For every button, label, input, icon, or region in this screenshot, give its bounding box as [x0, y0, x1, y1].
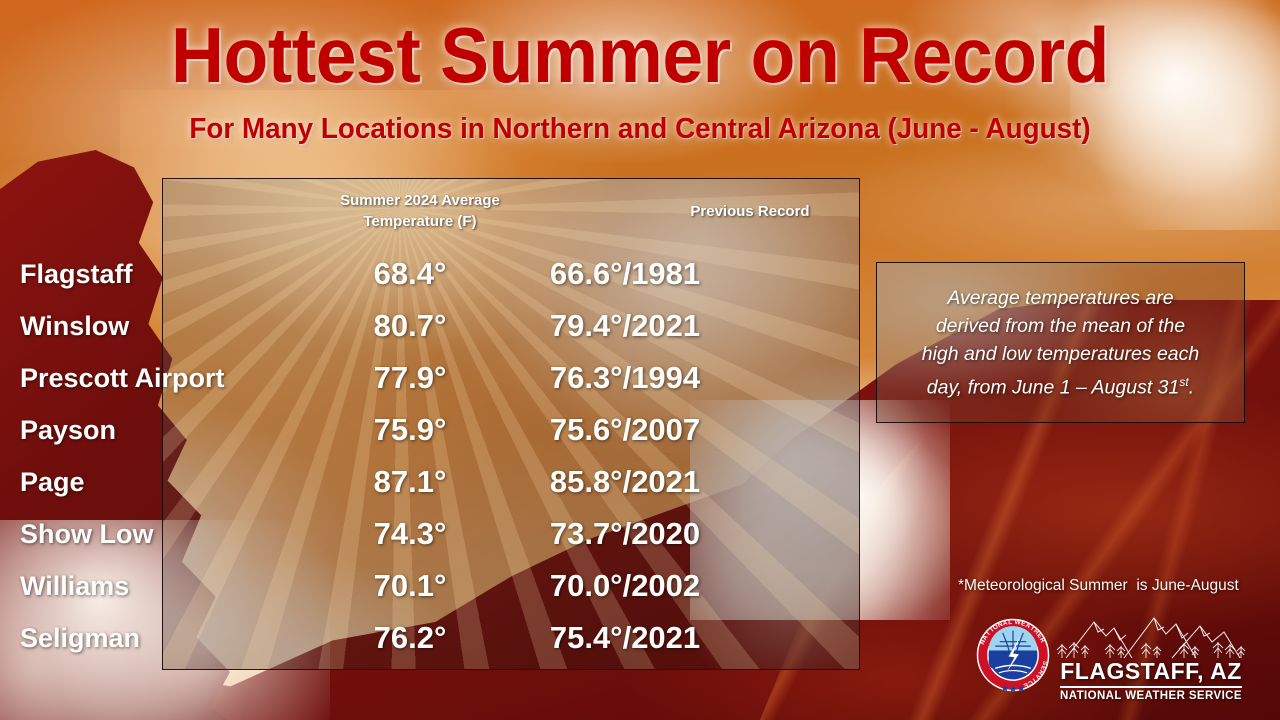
- panel-haze-overlay: [163, 179, 859, 669]
- cell-city: Page: [20, 467, 85, 497]
- svg-text:E: E: [1039, 664, 1047, 671]
- column-header-summer-2024-average-temperature: Summer 2024 Average Temperature (F): [310, 190, 530, 232]
- cloud-top-right: [1070, 0, 1280, 230]
- methodology-note-text: Average temperatures are derived from th…: [908, 284, 1214, 402]
- cell-city: Flagstaff: [20, 259, 133, 289]
- svg-text:S: S: [1041, 660, 1049, 666]
- cell-city: Payson: [20, 415, 117, 445]
- svg-text:T: T: [1029, 625, 1036, 633]
- agency-name: NATIONAL WEATHER SERVICE: [1060, 690, 1242, 702]
- cell-previous-record: 75.6°/2007: [549, 412, 701, 447]
- svg-text:E: E: [1022, 681, 1029, 689]
- cell-previous-record: 79.4°/2021: [549, 308, 701, 343]
- note-ordinal-suffix: st: [1179, 374, 1189, 389]
- svg-text:A: A: [981, 634, 990, 642]
- svg-text:I: I: [1031, 677, 1037, 684]
- flagstaff-wordmark: FLAGSTAFF, AZ NATIONAL WEATHER SERVICE: [1054, 612, 1248, 704]
- svg-text:N: N: [979, 638, 987, 645]
- column-header-line-2: Temperature (F): [363, 213, 477, 230]
- cell-previous-record: 66.6°/1981: [549, 256, 701, 291]
- cell-previous-record: 76.3°/1994: [549, 360, 701, 395]
- svg-text:A: A: [1002, 619, 1009, 627]
- nws-flagstaff-logo: N A T I O N A L W E A T H E R S E R V I: [976, 612, 1248, 704]
- table-row: Seligman 76.2° 75.4°/2021: [0, 620, 700, 672]
- table-row: Williams 70.1° 70.0°/2002: [0, 568, 700, 620]
- svg-text:V: V: [1033, 672, 1042, 680]
- cell-previous-record: 75.4°/2021: [549, 620, 701, 655]
- table-row: Winslow 80.7° 79.4°/2021: [0, 308, 700, 360]
- logo-divider: [1060, 686, 1242, 688]
- svg-text:A: A: [1024, 622, 1032, 631]
- cell-previous-record: 85.8°/2021: [549, 464, 701, 499]
- cell-summer-2024-avg: 68.4°: [373, 256, 447, 291]
- cell-city: Seligman: [20, 623, 141, 653]
- cell-city: Williams: [20, 571, 130, 601]
- table-row: Flagstaff 68.4° 66.6°/1981: [0, 256, 700, 308]
- cell-previous-record: 70.0°/2002: [549, 568, 701, 603]
- cell-summer-2024-avg: 70.1°: [373, 568, 447, 603]
- table-row: Prescott Airport 77.9° 76.3°/1994: [0, 360, 700, 412]
- svg-text:C: C: [1026, 678, 1034, 687]
- office-name: FLAGSTAFF, AZ: [1060, 658, 1242, 684]
- cell-city: Winslow: [20, 311, 130, 341]
- svg-text:R: R: [1038, 637, 1047, 645]
- meteorological-summer-footnote: *Meteorological Summer is June-August: [958, 577, 1239, 594]
- note-line-3: high and low temperatures each: [921, 342, 1200, 365]
- table-row: Show Low 74.3° 73.7°/2020: [0, 516, 700, 568]
- svg-text:E: E: [1035, 632, 1043, 640]
- svg-text:L: L: [1008, 619, 1013, 626]
- cell-city: Show Low: [20, 519, 154, 549]
- methodology-note-box: Average temperatures are derived from th…: [876, 262, 1245, 423]
- cell-summer-2024-avg: 77.9°: [373, 360, 447, 395]
- svg-text:R: R: [1036, 668, 1045, 676]
- table-row: Page 87.1° 85.8°/2021: [0, 464, 700, 516]
- column-header-line-1: Summer 2024 Average: [340, 192, 500, 209]
- cell-summer-2024-avg: 80.7°: [373, 308, 447, 343]
- nws-seal-icon: N A T I O N A L W E A T H E R S E R V I: [976, 618, 1050, 692]
- svg-text:O: O: [992, 623, 1000, 632]
- svg-text:T: T: [984, 630, 992, 638]
- column-header-previous-record: Previous Record: [690, 203, 810, 220]
- table-row: Payson 75.9° 75.6°/2007: [0, 412, 700, 464]
- svg-text:H: H: [1032, 628, 1040, 636]
- mountain-range-icon: [1056, 617, 1246, 659]
- cell-city: Prescott Airport: [20, 363, 225, 393]
- note-line-4-text: day, from June 1 – August 31: [926, 376, 1180, 399]
- page-title: Hottest Summer on Record: [171, 11, 1109, 99]
- page-subtitle: For Many Locations in Northern and Centr…: [189, 113, 1091, 145]
- note-line-4-period: .: [1188, 376, 1195, 399]
- cell-summer-2024-avg: 74.3°: [373, 516, 447, 551]
- svg-text:I: I: [989, 627, 995, 634]
- cell-summer-2024-avg: 87.1°: [373, 464, 447, 499]
- cell-summer-2024-avg: 75.9°: [373, 412, 447, 447]
- svg-text:N: N: [997, 621, 1004, 629]
- temperature-table-panel: [162, 178, 860, 670]
- note-line-2: derived from the mean of the: [935, 314, 1186, 337]
- cell-summer-2024-avg: 76.2°: [373, 620, 447, 655]
- cell-previous-record: 73.7°/2020: [549, 516, 701, 551]
- svg-text:E: E: [1020, 620, 1026, 628]
- svg-text:W: W: [1014, 619, 1021, 627]
- note-line-1: Average temperatures are: [947, 286, 1174, 309]
